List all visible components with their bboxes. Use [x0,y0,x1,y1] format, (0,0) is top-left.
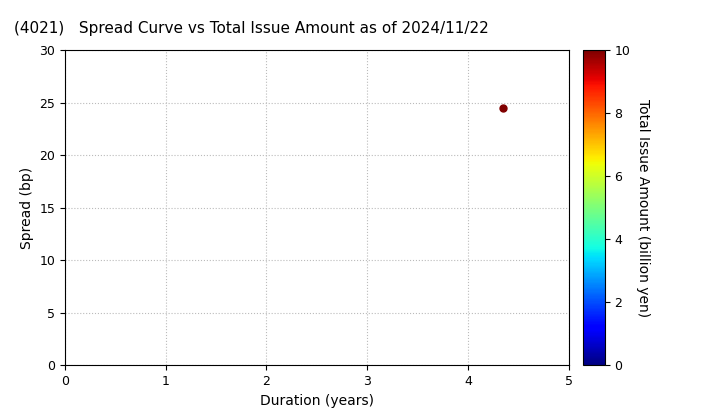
Text: (4021)   Spread Curve vs Total Issue Amount as of 2024/11/22: (4021) Spread Curve vs Total Issue Amoun… [14,21,489,36]
Point [498,105,509,111]
Y-axis label: Spread (bp): Spread (bp) [19,167,34,249]
X-axis label: Duration (years): Duration (years) [260,394,374,408]
Y-axis label: Total Issue Amount (billion yen): Total Issue Amount (billion yen) [636,99,650,317]
